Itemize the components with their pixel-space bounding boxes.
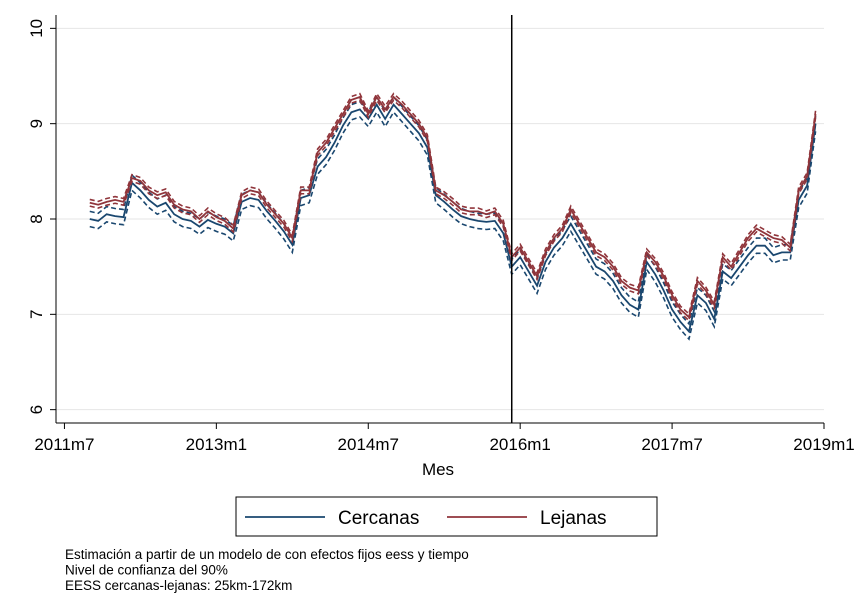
x-tick-label: 2013m1 <box>186 435 247 454</box>
x-tick-label: 2011m7 <box>34 435 94 454</box>
y-tick-label: 8 <box>27 214 46 223</box>
x-tick-label: 2019m1 <box>793 435 854 454</box>
legend-label: Cercanas <box>338 508 419 529</box>
y-tick-label: 7 <box>27 310 46 319</box>
ci-lower <box>89 98 817 323</box>
axes: 6 7 8 9 10 2011m7 2013m1 2014m7 2016m1 2017m7 2019… <box>27 15 855 454</box>
series-line <box>89 102 817 334</box>
note: Estimación a partir de un modelo de con … <box>65 547 469 562</box>
x-tick-label: 2017m7 <box>641 435 702 454</box>
series-line <box>89 95 817 319</box>
note: Nivel de confianza del 90% <box>65 563 228 578</box>
x-tick-label: 2014m7 <box>338 435 399 454</box>
y-tick-label: 10 <box>27 19 46 38</box>
plot <box>89 15 817 423</box>
ci-lower <box>89 110 817 341</box>
ci-upper <box>89 92 817 316</box>
note: EESS cercanas-lejanas: 25km-172km <box>65 578 292 593</box>
notes: Estimación a partir de un modelo de con … <box>65 547 469 593</box>
x-tick-label: 2016m1 <box>489 435 550 454</box>
y-tick-label: 6 <box>27 405 46 414</box>
legend-label: Lejanas <box>540 508 607 529</box>
x-axis-label: Mes <box>422 460 454 479</box>
legend-items: Cercanas Lejanas <box>245 508 607 529</box>
y-tick-label: 9 <box>27 119 46 128</box>
